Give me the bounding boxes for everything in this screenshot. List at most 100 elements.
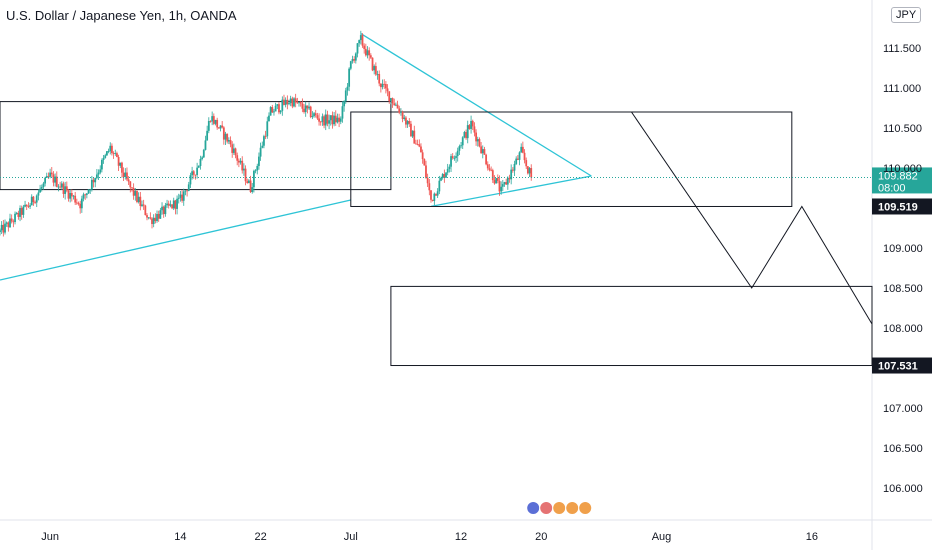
candle-body	[328, 120, 330, 124]
candle-body	[269, 107, 272, 116]
candle-body	[136, 190, 138, 203]
candle-body	[30, 196, 33, 206]
currency-badge[interactable]: JPY	[891, 7, 922, 23]
candle-body	[231, 144, 234, 153]
x-tick-label: 20	[535, 531, 547, 543]
candle-body	[451, 156, 454, 159]
current-price-value: 109.882	[878, 170, 918, 182]
candle-body	[134, 190, 137, 196]
candle-body	[406, 121, 409, 125]
trendline[interactable]	[360, 33, 592, 177]
zone-rectangle[interactable]	[390, 285, 873, 367]
candle-body	[181, 194, 183, 201]
x-tick-label: Jul	[344, 531, 358, 543]
candle-body	[323, 116, 325, 126]
candle-body	[201, 157, 204, 159]
trendline[interactable]	[0, 199, 351, 281]
candle-body	[405, 117, 407, 125]
candle-body	[521, 146, 524, 153]
candle-body	[304, 105, 307, 113]
candle-body	[291, 98, 294, 107]
event-badge-icon[interactable]	[539, 501, 554, 515]
candle-body	[15, 212, 18, 214]
candle-body	[491, 170, 494, 181]
y-axis[interactable]: 111.500 111.000 110.500 110.000 109.000 108.5…	[883, 43, 923, 495]
candle-body	[152, 217, 155, 225]
candle-body	[493, 180, 496, 184]
candle-body	[520, 146, 523, 153]
candle-body	[94, 178, 97, 183]
candle-body	[191, 171, 194, 176]
x-axis[interactable]: Jun 14 22 Jul 12 20 Aug 16	[41, 531, 818, 543]
chart-title: U.S. Dollar / Japanese Yen, 1h, OANDA	[6, 8, 237, 23]
candle-body	[346, 86, 349, 91]
candle-body	[373, 66, 376, 71]
trendline[interactable]	[430, 175, 592, 208]
projection-path[interactable]	[631, 111, 873, 325]
candle-body	[129, 181, 132, 188]
candle-body	[101, 159, 103, 170]
event-badge-icon[interactable]	[526, 501, 541, 515]
candle-body	[34, 202, 36, 203]
candle-body	[528, 168, 531, 174]
candle-body	[65, 186, 68, 191]
candle-body	[111, 145, 113, 154]
candle-body	[109, 145, 112, 152]
zone-rectangle[interactable]	[350, 111, 793, 207]
candle-body	[294, 98, 297, 103]
candle-body	[162, 206, 165, 215]
candle-body	[440, 177, 442, 181]
candle-body	[416, 144, 419, 145]
candle-body	[90, 179, 93, 190]
candle-body	[197, 165, 200, 168]
candle-body	[268, 115, 270, 122]
event-badge-icon[interactable]	[552, 501, 567, 515]
candle-body	[475, 132, 477, 142]
x-tick-label: Aug	[652, 531, 672, 543]
candle-body	[476, 139, 479, 142]
candle-body	[428, 183, 431, 191]
candle-body	[57, 186, 60, 188]
y-tick-label: 108.000	[883, 323, 923, 335]
candle-body	[211, 116, 214, 122]
drawings-layer[interactable]	[0, 33, 873, 367]
candle-body	[358, 40, 361, 44]
candle-body	[124, 172, 127, 177]
x-tick-label: 14	[174, 531, 186, 543]
candle-body	[146, 215, 148, 218]
economic-events[interactable]	[526, 501, 593, 515]
candle-body	[196, 167, 199, 175]
zone-rectangle[interactable]	[0, 101, 392, 191]
candle-body	[80, 198, 83, 209]
candle-body	[348, 68, 351, 87]
candle-body	[410, 123, 412, 137]
candle-body	[234, 148, 237, 156]
event-badge-icon[interactable]	[565, 501, 580, 515]
candle-body	[388, 91, 391, 102]
candle-body	[415, 143, 417, 145]
candle-body	[273, 111, 275, 113]
candle-body	[510, 169, 513, 180]
candle-body	[116, 153, 118, 158]
event-badge-icon[interactable]	[578, 501, 593, 515]
candle-body	[508, 177, 511, 180]
candle-body	[176, 198, 178, 209]
candle-body	[126, 172, 128, 180]
candle-body	[359, 35, 362, 41]
candle-body	[331, 115, 334, 125]
candle-body	[403, 117, 406, 119]
candle-body	[471, 120, 474, 127]
candle-body	[284, 99, 287, 105]
candle-body	[303, 108, 305, 113]
candle-body	[513, 163, 516, 171]
candle-body	[381, 83, 384, 88]
candle-body	[222, 127, 225, 140]
candle-body	[308, 106, 310, 109]
candle-body	[391, 98, 394, 104]
candle-body	[518, 152, 521, 160]
y-tick-label: 108.500	[883, 283, 923, 295]
candle-body	[27, 206, 30, 207]
